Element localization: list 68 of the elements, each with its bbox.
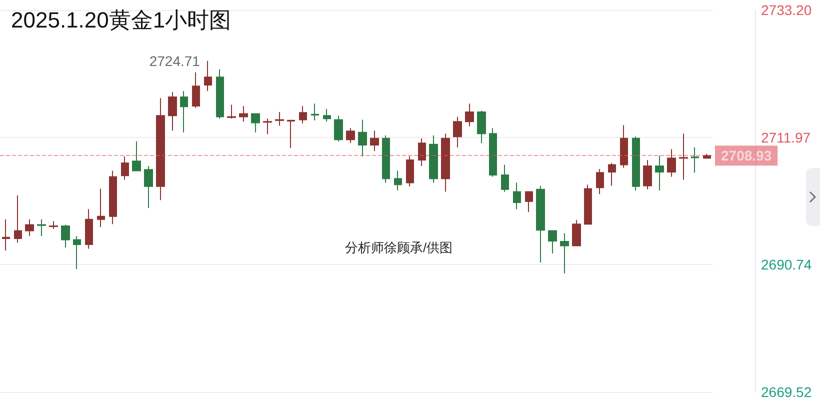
candlestick bbox=[608, 162, 616, 186]
annotation: 分析师徐顾承/供图 bbox=[345, 240, 453, 255]
candlestick bbox=[620, 124, 628, 168]
y-tick-label: 2711.97 bbox=[761, 129, 811, 146]
candlestick bbox=[97, 188, 105, 228]
candlestick bbox=[548, 230, 557, 254]
candlestick bbox=[25, 218, 34, 237]
candlestick bbox=[465, 103, 474, 127]
candlestick bbox=[251, 113, 260, 133]
candlestick bbox=[418, 138, 426, 166]
candlestick bbox=[323, 108, 331, 122]
candlestick bbox=[643, 159, 652, 190]
candlestick bbox=[703, 153, 711, 160]
candlestick bbox=[370, 130, 379, 152]
annotation: 2724.71 bbox=[149, 52, 200, 69]
candlestick bbox=[691, 146, 699, 174]
candlestick bbox=[572, 219, 581, 246]
candlestick bbox=[121, 156, 129, 180]
candlestick bbox=[73, 236, 81, 270]
chart-title: 2025.1.20黄金1小时图 bbox=[11, 8, 232, 32]
candlestick bbox=[144, 165, 153, 208]
y-tick-label: 2669.52 bbox=[761, 384, 812, 400]
candlestick bbox=[513, 182, 521, 210]
candlestick bbox=[584, 184, 592, 225]
candlestick bbox=[406, 156, 414, 187]
candlestick bbox=[560, 232, 569, 274]
candlestick bbox=[156, 98, 165, 201]
candlestick bbox=[429, 134, 438, 184]
candlestick bbox=[216, 68, 224, 120]
candlestick bbox=[632, 136, 640, 192]
candlestick bbox=[655, 155, 664, 192]
candlestick bbox=[596, 168, 604, 195]
candlestick bbox=[275, 111, 284, 126]
candlestick bbox=[227, 104, 236, 120]
candlestick bbox=[85, 208, 93, 250]
candlestick bbox=[394, 170, 402, 192]
candlestick bbox=[536, 185, 545, 264]
candlestick bbox=[382, 134, 390, 184]
candlestick bbox=[334, 115, 343, 142]
y-tick-label: 2690.74 bbox=[761, 256, 812, 273]
candlestick bbox=[667, 148, 676, 178]
candlestick bbox=[192, 72, 200, 108]
candlestick bbox=[299, 105, 307, 124]
candlestick bbox=[489, 128, 497, 178]
candlestick bbox=[2, 218, 10, 252]
candlestick bbox=[204, 60, 212, 92]
candlestick bbox=[346, 128, 355, 144]
candlestick bbox=[168, 92, 177, 132]
candlestick bbox=[49, 220, 58, 230]
candlestick bbox=[61, 224, 70, 248]
candlestick bbox=[477, 110, 486, 144]
candlestick bbox=[109, 170, 117, 225]
candlestick bbox=[441, 133, 450, 192]
candlestick bbox=[239, 105, 248, 122]
ref-line-label: 2708.93 bbox=[721, 148, 772, 164]
candlestick bbox=[358, 119, 367, 157]
candlestick bbox=[679, 133, 688, 180]
candlestick bbox=[311, 103, 319, 121]
candlestick bbox=[132, 140, 141, 172]
candlestick bbox=[501, 164, 509, 192]
candlestick bbox=[180, 90, 188, 133]
candlestick bbox=[263, 118, 272, 135]
candlestick bbox=[37, 218, 46, 237]
candlestick bbox=[453, 116, 462, 148]
candlestick bbox=[287, 120, 295, 148]
candlestick bbox=[14, 194, 22, 244]
y-tick-label: 2733.20 bbox=[761, 2, 812, 18]
candlestick bbox=[525, 191, 533, 213]
